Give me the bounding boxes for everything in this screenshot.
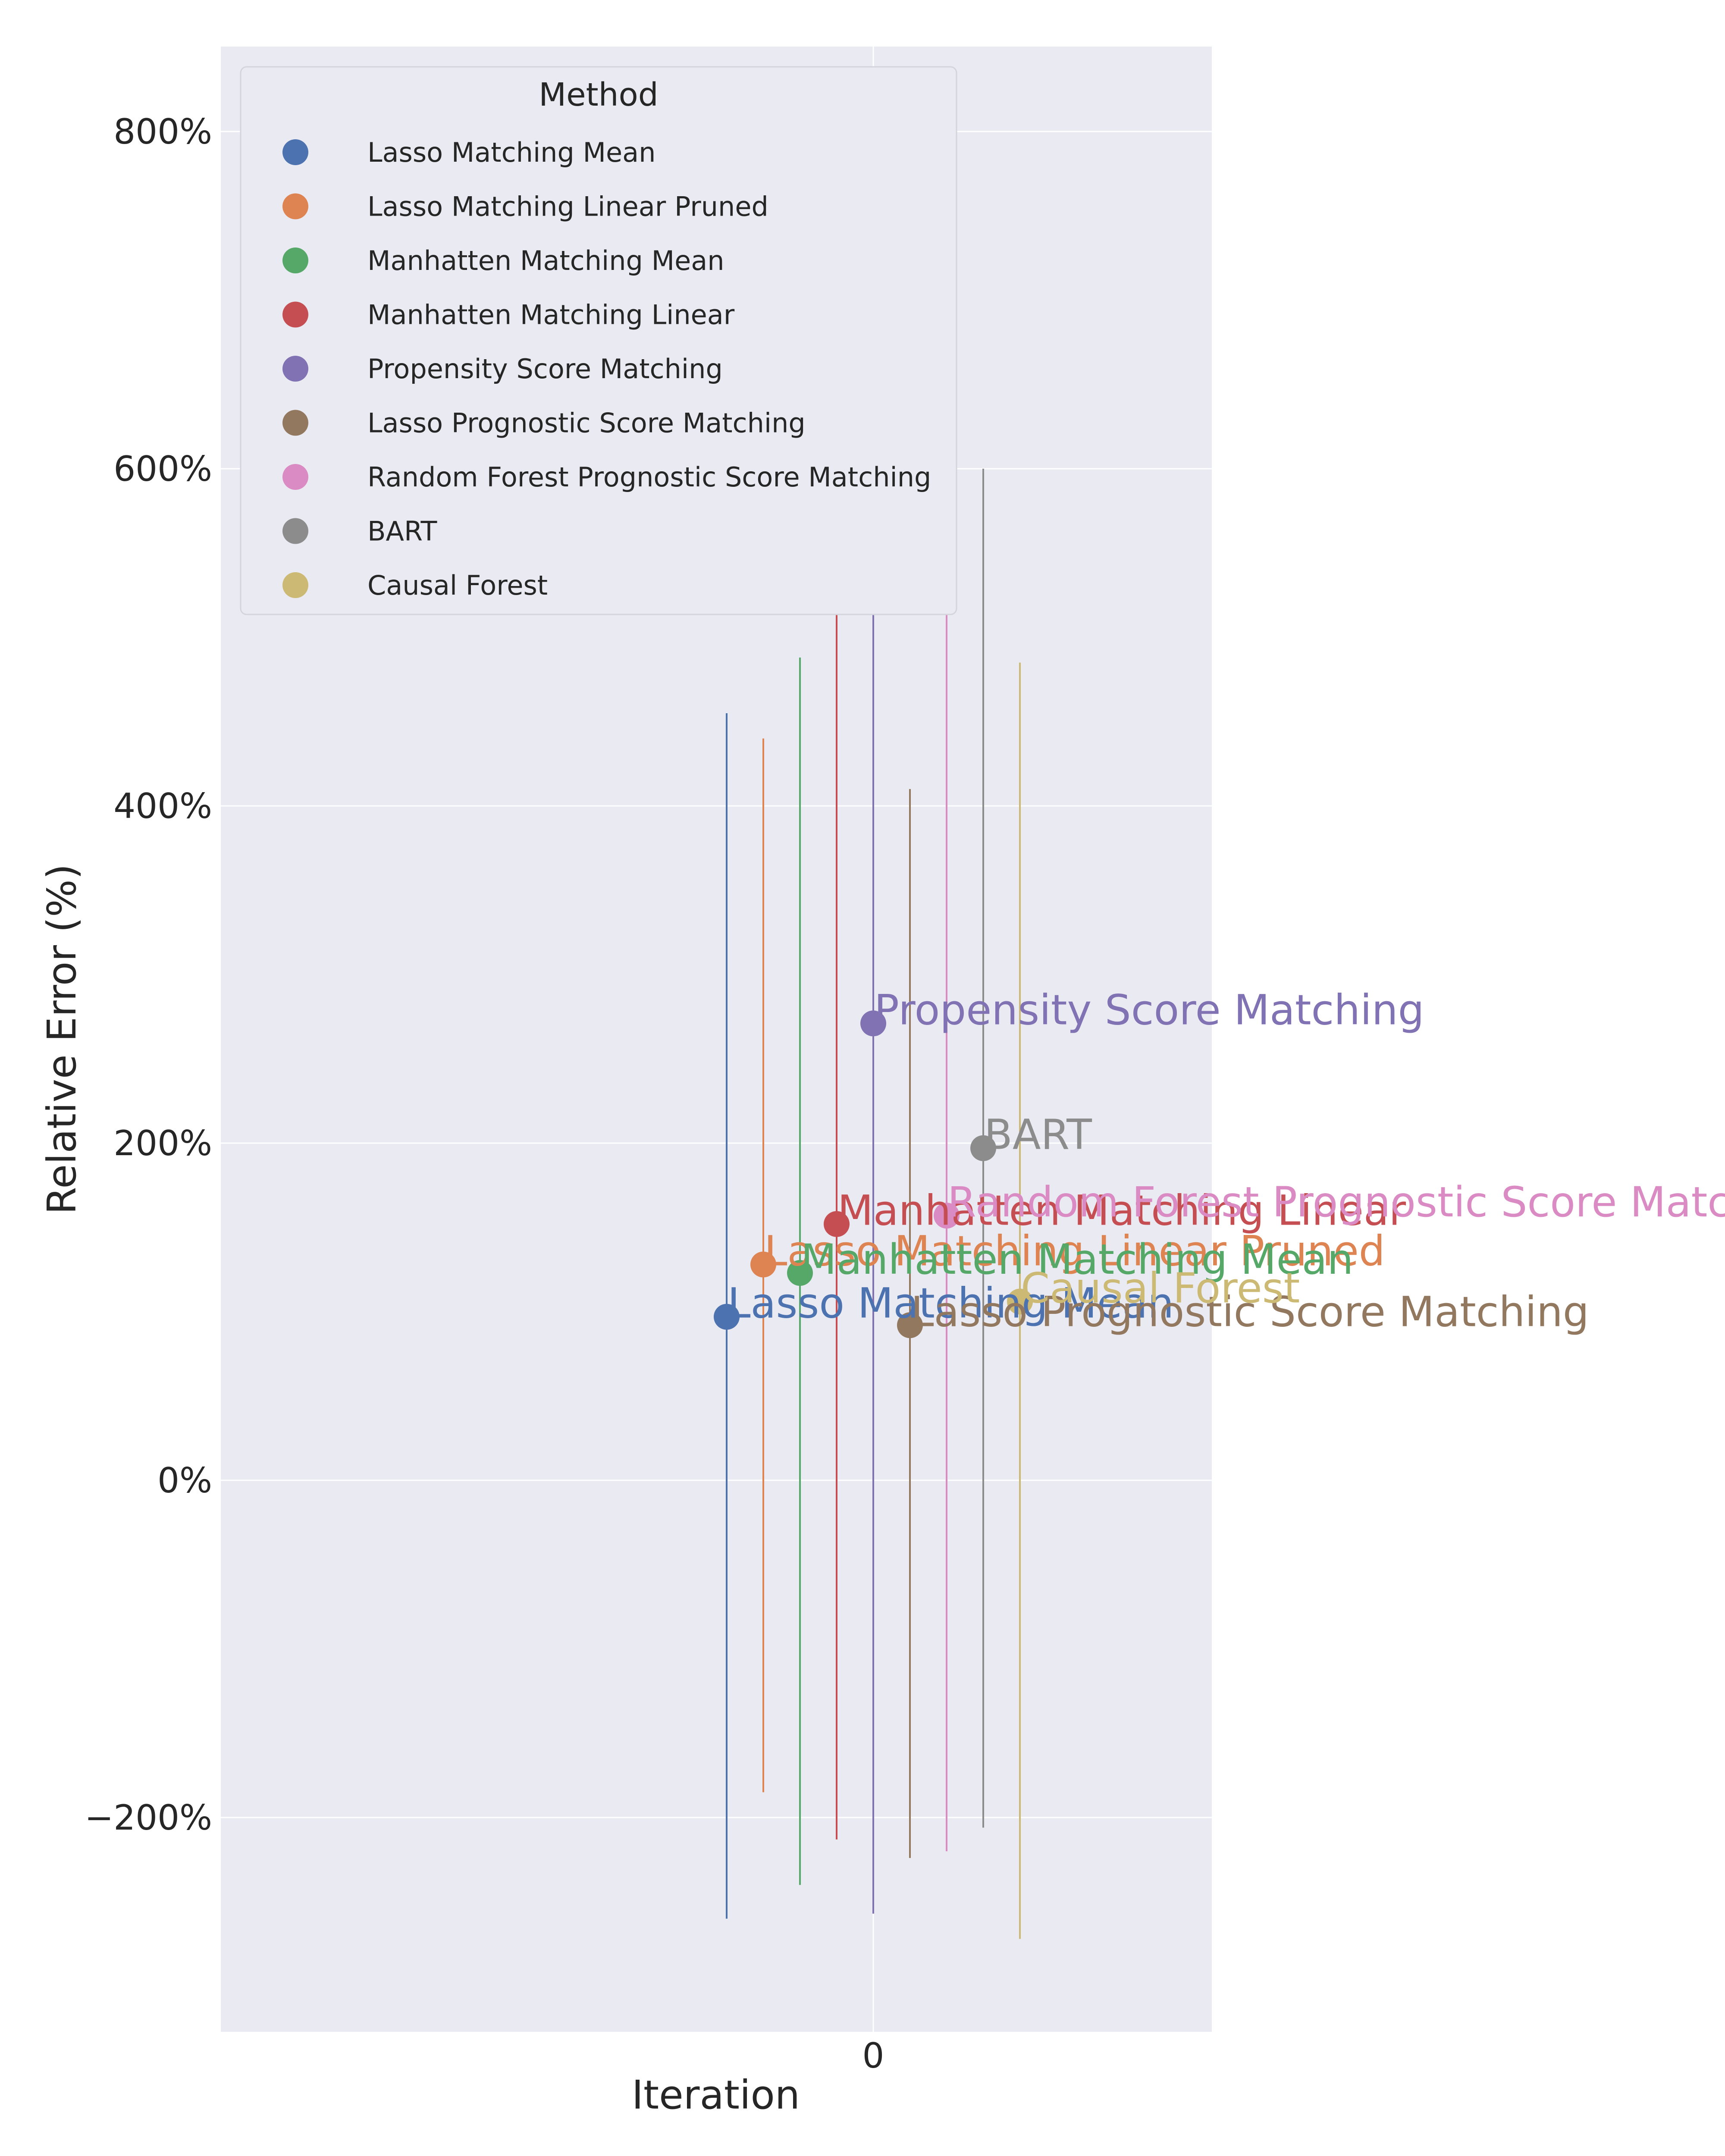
legend-marker bbox=[282, 193, 308, 219]
y-tick-labels: −200% 0% 200% 400% 600% 800% bbox=[85, 112, 212, 1838]
point-label: BART bbox=[984, 1111, 1092, 1159]
data-point bbox=[750, 1251, 776, 1278]
legend-items: Lasso Matching Mean Lasso Matching Linear… bbox=[282, 137, 931, 601]
point-label: Manhatten Matching Mean bbox=[801, 1235, 1353, 1284]
point-label: Lasso Prognostic Score Matching bbox=[911, 1288, 1589, 1336]
y-tick-label: 800% bbox=[113, 112, 212, 152]
y-axis-label: Relative Error (%) bbox=[39, 864, 85, 1215]
legend-box bbox=[240, 66, 957, 615]
legend-item-label: Lasso Matching Mean bbox=[367, 137, 656, 168]
y-tick-label: 400% bbox=[113, 786, 212, 826]
data-point bbox=[787, 1260, 813, 1286]
data-points bbox=[714, 1010, 1033, 1338]
legend-marker bbox=[282, 572, 308, 598]
x-tick-labels: 0 bbox=[862, 2036, 884, 2076]
point-label: Propensity Score Matching bbox=[874, 986, 1424, 1034]
point-label: Lasso Matching Mean bbox=[728, 1279, 1174, 1328]
legend-item-label: Propensity Score Matching bbox=[367, 353, 723, 385]
point-label: Manhatten Matching Linear bbox=[837, 1187, 1406, 1235]
data-point bbox=[860, 1010, 886, 1037]
legend-item-label: Manhatten Matching Linear bbox=[367, 299, 735, 331]
legend-marker bbox=[282, 248, 308, 273]
legend-marker bbox=[282, 518, 308, 544]
legend-item-label: Manhatten Matching Mean bbox=[367, 245, 724, 276]
y-tick-label: 200% bbox=[113, 1123, 212, 1163]
point-label: Lasso Matching Linear Pruned bbox=[764, 1227, 1385, 1275]
x-tick-label: 0 bbox=[862, 2036, 884, 2076]
legend-item-label: Random Forest Prognostic Score Matching bbox=[367, 461, 931, 493]
legend-marker bbox=[282, 410, 308, 436]
x-axis-label: Iteration bbox=[632, 2072, 800, 2118]
y-tick-label: 0% bbox=[157, 1460, 212, 1501]
data-point bbox=[714, 1304, 740, 1330]
legend-marker bbox=[282, 356, 308, 382]
point-label: Random Forest Prognostic Score Matchi bbox=[947, 1178, 1725, 1226]
data-point bbox=[897, 1312, 923, 1338]
legend-marker bbox=[282, 464, 308, 490]
point-label: Causal Forest bbox=[1021, 1264, 1300, 1313]
y-tick-label: 600% bbox=[113, 449, 212, 489]
legend-title: Method bbox=[539, 76, 659, 113]
legend-marker bbox=[282, 139, 308, 165]
legend-item-label: Lasso Prognostic Score Matching bbox=[367, 407, 806, 439]
legend-item-label: Causal Forest bbox=[367, 570, 548, 601]
data-point bbox=[970, 1135, 996, 1161]
data-point bbox=[934, 1203, 960, 1229]
legend-item-label: Lasso Matching Linear Pruned bbox=[367, 191, 768, 222]
legend-item-label: BART bbox=[367, 516, 438, 547]
y-tick-label: −200% bbox=[85, 1798, 212, 1838]
data-point bbox=[824, 1211, 850, 1237]
data-point bbox=[1007, 1288, 1033, 1315]
legend-marker bbox=[282, 301, 308, 328]
